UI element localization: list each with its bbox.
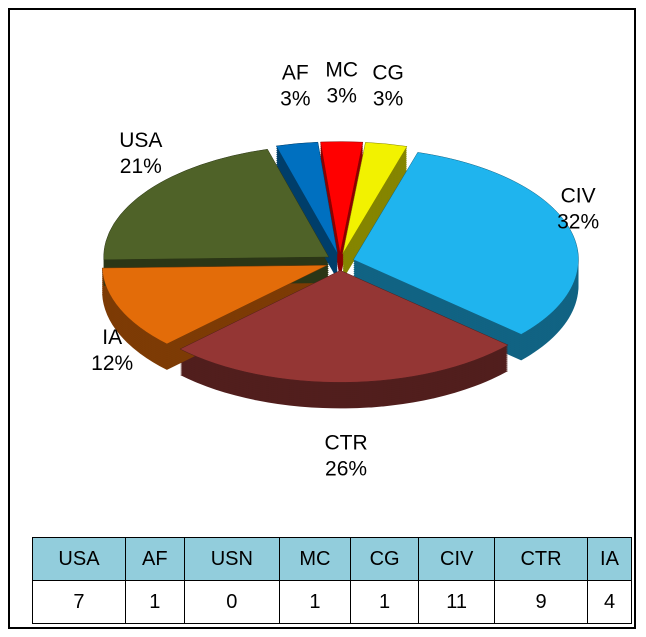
slice-label: USA 21%: [119, 129, 162, 178]
slice-label: CIV 32%: [557, 185, 599, 234]
category-label: CG: [372, 62, 404, 85]
header-cell: CIV: [418, 537, 496, 581]
value-label: 32%: [557, 211, 599, 234]
value-row: 7 1 0 1 1 11 9 4: [32, 580, 632, 624]
value-label: 21%: [120, 155, 162, 178]
data-table: USA AF USN MC CG CIV CTR IA 7 1 0 1 1 11 9 4: [32, 537, 632, 624]
header-cell: USN: [183, 537, 281, 581]
header-cell: IA: [587, 537, 632, 581]
slice: [275, 141, 338, 254]
cell: 1: [349, 580, 420, 624]
slice: [101, 265, 328, 345]
category-label: IA: [102, 326, 122, 349]
value-label: 26%: [325, 458, 367, 481]
cell: 7: [32, 580, 126, 624]
cell: 0: [183, 580, 281, 624]
category-label: USA: [119, 129, 162, 152]
category-label: MC: [325, 58, 358, 81]
value-label: 3%: [327, 84, 357, 107]
slice-label: AF 3%: [280, 61, 310, 110]
value-label: 3%: [280, 87, 310, 110]
header-cell: AF: [124, 537, 185, 581]
header-cell: USA: [32, 537, 126, 581]
slice-label: CTR 26%: [324, 432, 367, 481]
slice-label: CG 3%: [372, 62, 404, 111]
header-cell: MC: [279, 537, 351, 581]
slice: [353, 152, 579, 335]
value-label: 12%: [91, 352, 133, 375]
category-label: CIV: [561, 185, 596, 208]
slice-tops: [101, 141, 579, 383]
cell: 4: [587, 580, 632, 624]
category-label: CTR: [324, 432, 367, 455]
header-cell: CTR: [494, 537, 589, 581]
value-label: 3%: [373, 88, 403, 111]
slice-label: IA 12%: [91, 326, 133, 375]
slice: [320, 141, 364, 254]
header-cell: CG: [349, 537, 420, 581]
cell: 9: [494, 580, 589, 624]
category-label: AF: [282, 61, 309, 84]
cell: 1: [279, 580, 351, 624]
slice: [103, 148, 330, 261]
cell: 1: [124, 580, 185, 624]
labels: MC 3% CG 3% CIV 32% CTR 26% IA 12% USA 21% AF 3%: [91, 58, 599, 480]
slice: [342, 142, 408, 254]
slice-label: MC 3%: [325, 58, 358, 107]
chart: MC 3% CG 3% CIV 32% CTR 26% IA 12% USA 21% AF 3%: [91, 58, 599, 480]
frame: [8, 8, 636, 629]
cell: 11: [418, 580, 496, 624]
slice: [179, 270, 509, 383]
header-row: USA AF USN MC CG CIV CTR IA: [32, 537, 632, 581]
